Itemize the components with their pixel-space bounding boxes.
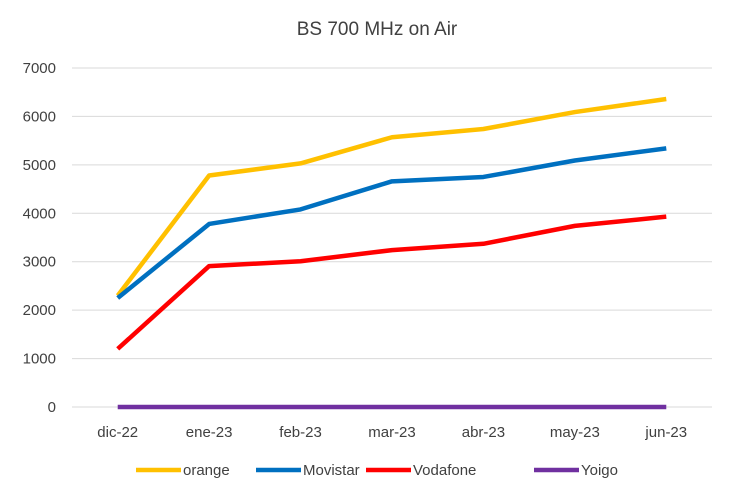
legend-label-movistar: Movistar [303, 462, 360, 479]
legend: orange Movistar Vodafone Yoigo [136, 462, 618, 479]
x-tick-label: abr-23 [462, 424, 505, 441]
series-line-orange [115, 96, 667, 297]
y-tick-label: 7000 [23, 60, 56, 77]
gridlines [72, 67, 712, 408]
y-tick-label: 4000 [23, 205, 56, 222]
x-tick-label: jun-23 [644, 424, 687, 441]
x-tick-label: mar-23 [368, 424, 416, 441]
y-tick-label: 2000 [23, 302, 56, 319]
series-line-movistar [116, 146, 667, 300]
x-tick-label: may-23 [550, 424, 600, 441]
x-axis: dic-22 ene-23 feb-23 mar-23 abr-23 may-23 jun-… [97, 424, 687, 441]
series-line-vodafone [116, 214, 667, 351]
chart-title: BS 700 MHz on Air [297, 19, 458, 40]
y-tick-label: 6000 [23, 108, 56, 125]
y-tick-label: 1000 [23, 351, 56, 368]
legend-label-vodafone: Vodafone [413, 462, 476, 479]
y-axis: 0 1000 2000 3000 4000 5000 6000 7000 [23, 60, 56, 416]
x-tick-label: ene-23 [186, 424, 233, 441]
y-tick-label: 3000 [23, 254, 56, 271]
legend-label-yoigo: Yoigo [581, 462, 618, 479]
series-lines [115, 96, 667, 410]
x-tick-label: dic-22 [97, 424, 138, 441]
legend-label-orange: orange [183, 462, 230, 479]
y-tick-label: 5000 [23, 157, 56, 174]
y-tick-label: 0 [48, 399, 56, 416]
x-tick-label: feb-23 [279, 424, 322, 441]
